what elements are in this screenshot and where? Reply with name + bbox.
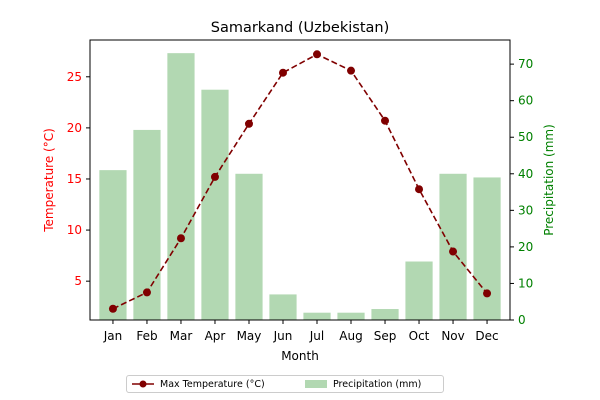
point-jun: [278, 68, 287, 77]
chart-title: Samarkand (Uzbekistan): [211, 20, 390, 36]
y-right-tick-label: 40: [518, 167, 533, 181]
temperature-line: [108, 50, 492, 313]
bar-oct: [405, 261, 433, 320]
x-tick-label: Nov: [441, 329, 464, 343]
bar-jul: [303, 312, 331, 320]
y-left-tick-label: 10: [67, 223, 82, 237]
x-tick-label: Sep: [374, 329, 397, 343]
x-tick-label: Aug: [339, 329, 362, 343]
y-right-tick-label: 0: [518, 313, 526, 327]
y-axis-right-label: Precipitation (mm): [542, 124, 556, 236]
y-right-tick-label: 20: [518, 240, 533, 254]
bar-mar: [167, 53, 195, 320]
x-tick-label: Mar: [170, 329, 193, 343]
point-feb: [142, 288, 151, 297]
y-right-tick-label: 30: [518, 203, 533, 217]
y-left-tick-label: 5: [74, 274, 82, 288]
legend-item-precipitation: Precipitation (mm): [305, 376, 421, 392]
plot-frame: [89, 39, 511, 321]
bar-dec: [473, 177, 501, 320]
bar-sep: [371, 309, 399, 320]
point-may: [244, 119, 253, 128]
y-right-tick-label: 50: [518, 130, 533, 144]
legend-bar-swatch: [305, 380, 327, 388]
y-left-tick-label: 25: [67, 70, 82, 84]
legend-label-precipitation: Precipitation (mm): [333, 378, 422, 390]
point-jul: [313, 50, 322, 59]
bar-jan: [99, 170, 127, 320]
y-left-tick-label: 20: [67, 121, 82, 135]
x-tick-label: Apr: [205, 329, 226, 343]
point-mar: [176, 234, 185, 243]
y-axis-left: 5 10 15 20 25: [67, 70, 90, 288]
point-sep: [381, 116, 390, 125]
x-axis-label: Month: [281, 349, 319, 363]
temperature-series-line: [112, 53, 488, 310]
x-axis: Jan Feb Mar Apr May Jun Jul Aug Sep Oct Nov Dec: [103, 320, 499, 343]
x-tick-label: Jul: [309, 329, 324, 343]
y-right-tick-label: 10: [518, 276, 533, 290]
x-tick-label: Feb: [136, 329, 157, 343]
precipitation-bars: [99, 53, 501, 320]
y-left-tick-label: 15: [67, 172, 82, 186]
legend-item-temperature: Max Temperature (°C): [132, 376, 265, 392]
y-right-tick-label: 70: [518, 57, 533, 71]
bar-feb: [133, 129, 161, 320]
x-tick-label: Oct: [409, 329, 430, 343]
legend-label-temperature: Max Temperature (°C): [160, 378, 265, 390]
point-nov: [449, 247, 458, 256]
point-oct: [415, 185, 424, 194]
point-jan: [108, 304, 117, 313]
y-axis-left-label: Temperature (°C): [42, 128, 56, 233]
bar-jun: [269, 294, 297, 320]
y-axis-right: 0 10 20 30 40 50 60 70: [510, 57, 533, 327]
x-tick-label: Jun: [273, 329, 293, 343]
x-tick-label: Jan: [103, 329, 123, 343]
bar-apr: [201, 89, 229, 320]
legend-line-marker: [132, 380, 154, 388]
bar-nov: [439, 173, 467, 320]
point-dec: [483, 289, 492, 298]
x-tick-label: May: [237, 329, 262, 343]
point-apr: [210, 172, 219, 181]
bar-may: [235, 173, 263, 320]
x-tick-label: Dec: [475, 329, 498, 343]
legend: Max Temperature (°C) Precipitation (mm): [126, 375, 444, 393]
point-aug: [347, 66, 356, 75]
bar-aug: [337, 312, 365, 320]
y-right-tick-label: 60: [518, 94, 533, 108]
